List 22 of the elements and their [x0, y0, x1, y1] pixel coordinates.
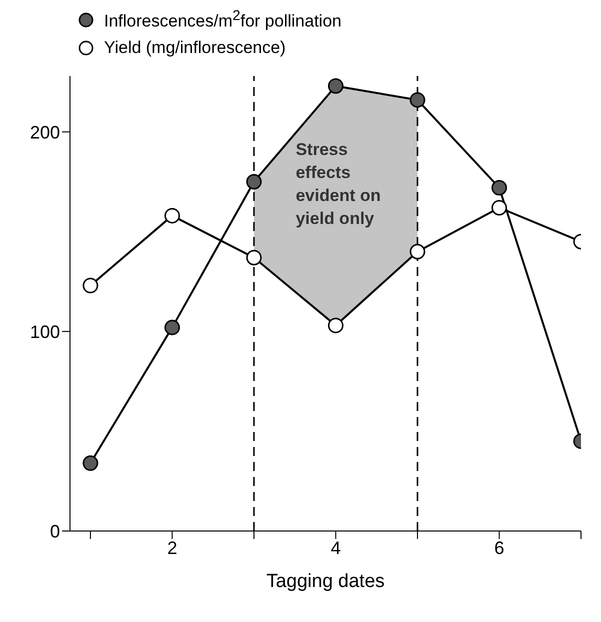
- x-tick-label: 2: [167, 537, 178, 558]
- point: [491, 180, 507, 196]
- point: [328, 317, 344, 333]
- point: [410, 244, 426, 260]
- point: [82, 455, 98, 471]
- point: [164, 319, 180, 335]
- point: [491, 200, 507, 216]
- point: [246, 174, 262, 190]
- point: [82, 277, 98, 293]
- point: [328, 78, 344, 94]
- point: [410, 92, 426, 108]
- annotation: Stress effects evident on yield only: [296, 139, 382, 230]
- point: [164, 208, 180, 224]
- x-tick-label: 6: [494, 537, 504, 558]
- legend-label: Inflorescences/m$^{2}$for pollination: [104, 8, 342, 32]
- y-tick-label: 0: [50, 521, 60, 542]
- x-axis-title: Tagging dates: [266, 570, 385, 592]
- y-tick-label: 100: [30, 321, 60, 342]
- x-tick-label: 4: [330, 537, 341, 558]
- legend-label: Yield (mg/inflorescence): [104, 38, 286, 58]
- point: [246, 250, 262, 266]
- y-tick-label: 200: [30, 122, 60, 142]
